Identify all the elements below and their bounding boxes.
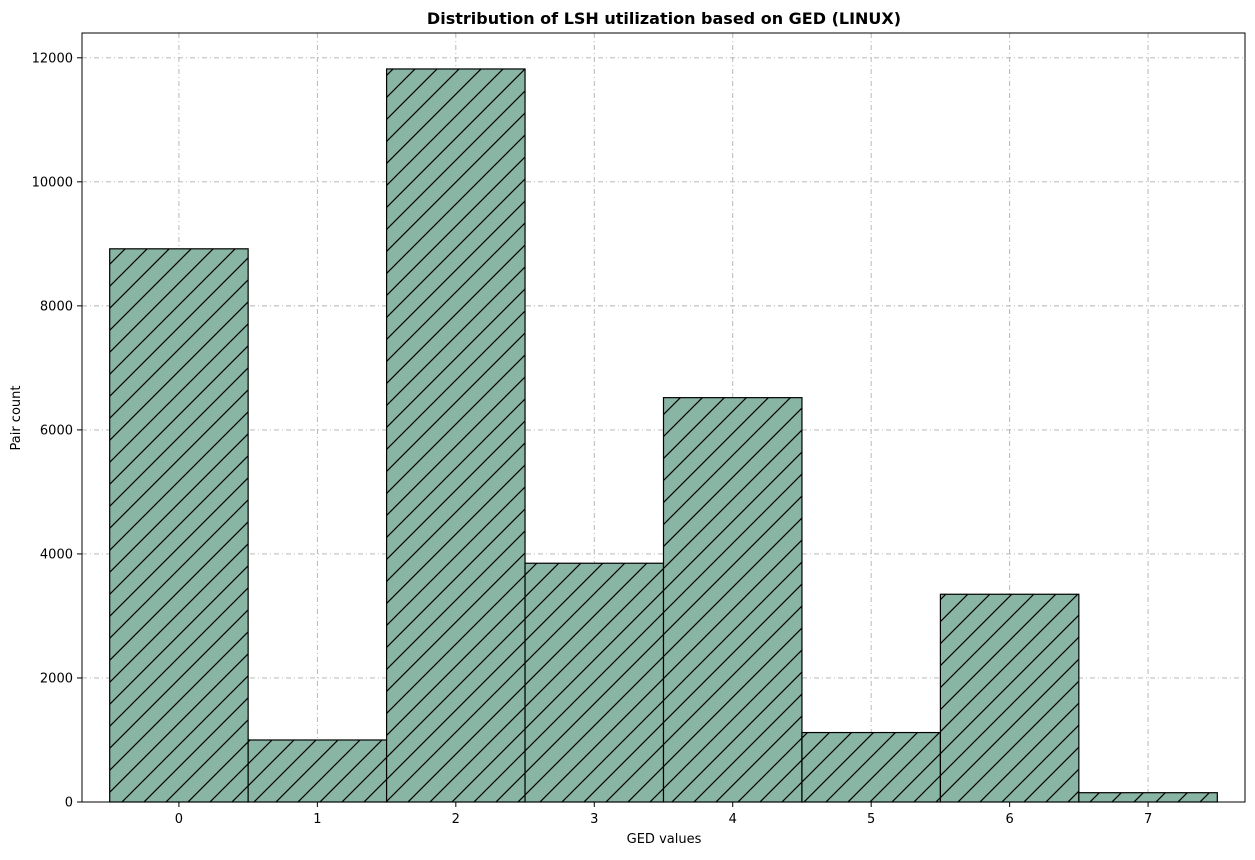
bar-3 — [524, 562, 665, 803]
chart-title: Distribution of LSH utilization based on… — [427, 9, 901, 28]
bar-6 — [939, 593, 1080, 803]
y-tick-label: 6000 — [40, 423, 73, 438]
y-tick-label: 8000 — [40, 299, 73, 314]
x-tick-label: 3 — [590, 812, 598, 827]
bar-2 — [385, 68, 526, 803]
bar-5 — [801, 731, 942, 803]
y-axis-label: Pair count — [9, 386, 24, 451]
bar-4 — [662, 397, 803, 803]
x-tick-label: 0 — [175, 812, 183, 827]
y-tick-label: 4000 — [40, 547, 73, 562]
y-tick-label: 10000 — [32, 175, 73, 190]
y-tick-label: 12000 — [32, 51, 73, 66]
bar-1 — [247, 739, 388, 803]
x-tick-label: 7 — [1144, 812, 1152, 827]
x-tick-label: 2 — [452, 812, 460, 827]
tick-labels: 0 2000 4000 6000 8000 10000 12000 0 1 2 3 4 5 6 7 — [32, 51, 1153, 827]
x-tick-label: 5 — [867, 812, 875, 827]
bar-7 — [1078, 792, 1218, 803]
x-axis-label: GED values — [627, 832, 702, 847]
x-tick-label: 4 — [729, 812, 737, 827]
plot-frame — [81, 32, 1246, 803]
y-tick-label: 0 — [65, 796, 73, 811]
bar-0 — [109, 248, 249, 803]
y-tick-label: 2000 — [40, 671, 73, 686]
x-tick-label: 1 — [313, 812, 321, 827]
x-tick-label: 6 — [1005, 812, 1013, 827]
axes — [81, 32, 1246, 803]
bars — [109, 68, 1218, 803]
